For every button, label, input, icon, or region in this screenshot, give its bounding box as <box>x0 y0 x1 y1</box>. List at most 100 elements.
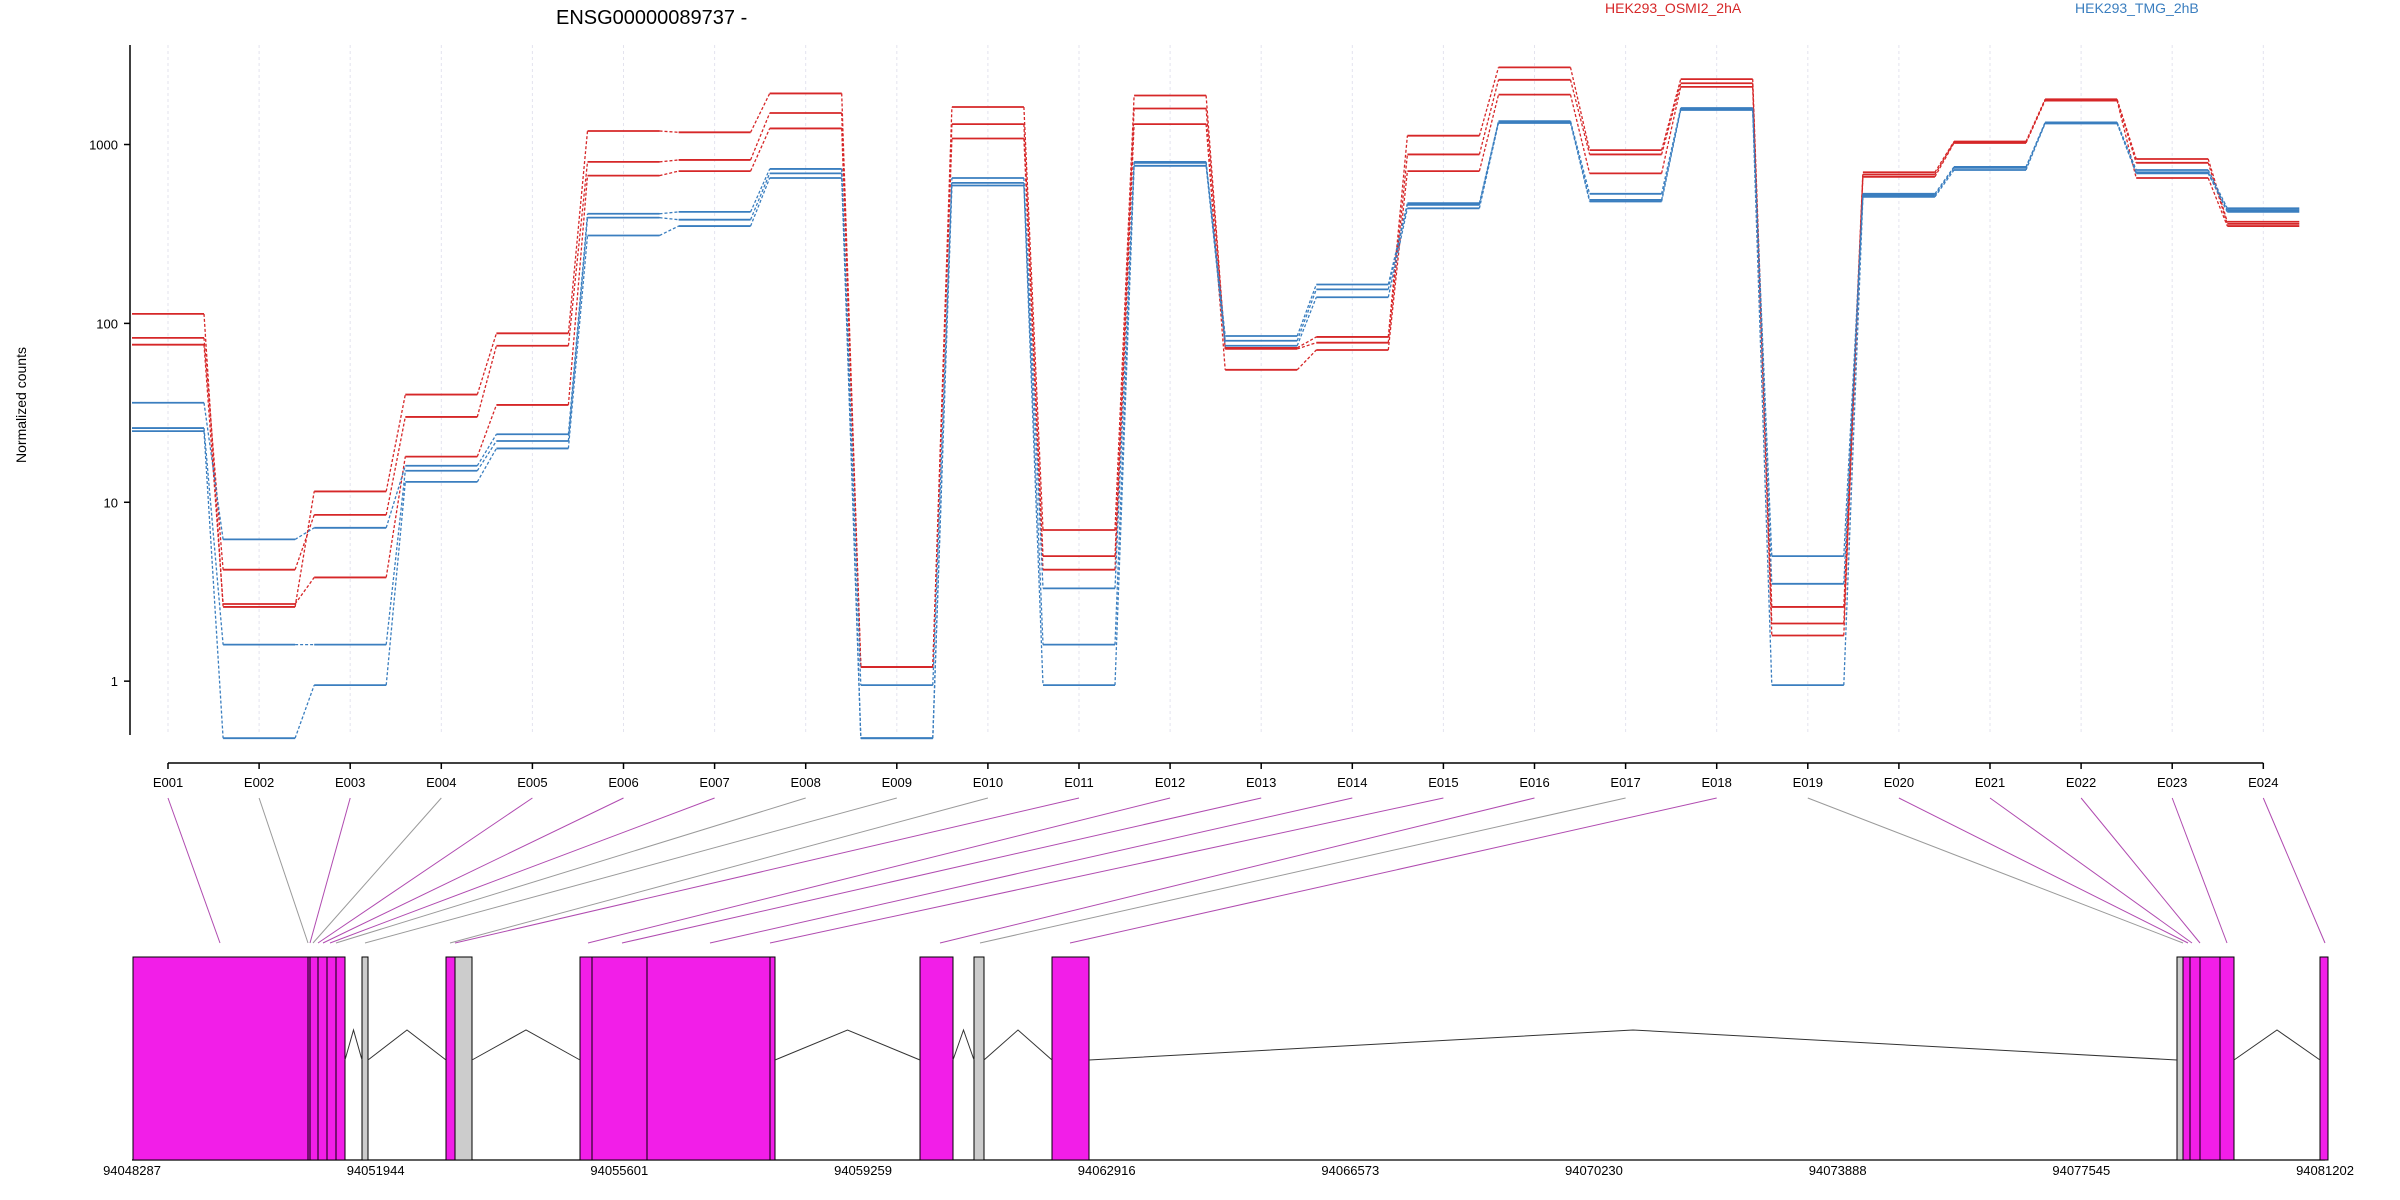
series-connector <box>567 161 589 346</box>
series-connector <box>750 93 771 133</box>
coordinate-label-9: 94077545 <box>2052 1163 2110 1178</box>
exon-link-e016 <box>939 797 1535 944</box>
y-tick-label-10: 10 <box>104 495 118 510</box>
series-connector <box>385 416 406 516</box>
x-tick-label-e020: E020 <box>1884 775 1914 790</box>
coordinate-label-7: 94070230 <box>1565 1163 1623 1178</box>
series-connector <box>1660 109 1682 202</box>
series-connector <box>2207 177 2228 227</box>
series-connector <box>476 448 497 483</box>
series-connector <box>1114 165 1135 686</box>
series-connector <box>294 514 315 570</box>
series-connector <box>1023 138 1044 570</box>
series-connector <box>2025 123 2046 171</box>
exon-link-e009 <box>364 797 897 944</box>
series-connector <box>476 345 498 418</box>
y-tick-label-100: 100 <box>96 316 118 331</box>
series-connector <box>1114 124 1135 570</box>
series-connector <box>2116 99 2137 164</box>
exon-link-e018 <box>1069 797 1717 944</box>
series-connector <box>841 177 862 739</box>
intron-line-7 <box>1088 1029 2178 1061</box>
exon-link-e004 <box>312 797 442 944</box>
series-connector <box>294 491 315 608</box>
x-tick-label-e003: E003 <box>335 775 365 790</box>
series-connector <box>1296 349 1317 371</box>
series-tmg-4 <box>132 107 2300 687</box>
series-connector <box>1569 67 1591 151</box>
exon-box-8 <box>973 956 985 1161</box>
series-connector <box>1569 94 1591 174</box>
exon-link-e008 <box>335 797 806 944</box>
exon-link-e002 <box>258 797 309 944</box>
x-tick-label-e008: E008 <box>791 775 821 790</box>
series-connector <box>2025 100 2046 144</box>
series-connector <box>1660 86 1682 174</box>
exon-link-e020 <box>1898 797 2189 944</box>
series-connector <box>1205 165 1226 346</box>
series-connector <box>1934 166 1955 195</box>
series-connector <box>2025 99 2046 142</box>
series-connector <box>203 402 224 540</box>
series-connector <box>385 456 406 578</box>
series-connector <box>1023 182 1044 645</box>
y-axis-label: Normalized counts <box>13 347 29 463</box>
series-tmg-5 <box>132 108 2300 740</box>
series-connector <box>659 217 679 221</box>
exon-box-6 <box>579 956 776 1161</box>
exon-link-e005 <box>317 797 533 944</box>
x-tick-label-e022: E022 <box>2066 775 2096 790</box>
gene-model: 94048287 94051944 94055601 94059259 94062916… <box>103 956 2354 1178</box>
y-tick-label-1000: 1000 <box>89 138 118 153</box>
series-osmi-3 <box>132 85 2300 668</box>
x-tick-label-e024: E024 <box>2248 775 2278 790</box>
series-connector <box>1934 141 1955 175</box>
exon-link-e006 <box>322 797 624 944</box>
series-connector <box>1752 108 1773 584</box>
series-connector <box>749 112 771 161</box>
series-connector <box>1023 185 1044 686</box>
coordinate-label-4: 94059259 <box>834 1163 892 1178</box>
series-connector <box>659 170 679 177</box>
series-connector <box>749 177 771 227</box>
intron-line-5 <box>952 1028 975 1061</box>
series-connector <box>1569 122 1591 202</box>
exon-box-11 <box>2182 956 2235 1161</box>
series-connector <box>932 138 953 668</box>
series-connector <box>1478 79 1500 155</box>
series-connector <box>1296 336 1317 349</box>
exon-box-9 <box>1051 956 1090 1161</box>
series-connector <box>1387 208 1409 298</box>
series-connector <box>1205 124 1226 370</box>
x-tick-label-e015: E015 <box>1428 775 1458 790</box>
x-tick-label-e007: E007 <box>699 775 729 790</box>
coordinate-label-10: 94081202 <box>2296 1163 2354 1178</box>
series-connector <box>567 130 589 334</box>
coordinate-label-3: 94055601 <box>590 1163 648 1178</box>
series-connector <box>203 427 224 645</box>
exon-link-e021 <box>1989 797 2193 944</box>
series-connector <box>1660 83 1682 155</box>
series-connector <box>385 470 406 645</box>
series-connector <box>1843 196 1864 686</box>
series-tmg-6 <box>132 109 2300 740</box>
intron-line-1 <box>344 1028 363 1061</box>
series-connector <box>841 168 862 686</box>
x-tick-label-e023: E023 <box>2157 775 2187 790</box>
series-connector <box>1934 167 1955 196</box>
series-connector <box>294 527 315 540</box>
exon-link-e017 <box>979 797 1626 944</box>
chart-title: ENSG00000089737 - <box>556 7 747 29</box>
series-connector <box>476 440 497 472</box>
exon-link-e012 <box>587 797 1171 944</box>
series-connector <box>203 337 224 570</box>
exon-box-12 <box>2319 956 2329 1161</box>
legend-entry-osmi: HEK293_OSMI2_2hA <box>1605 0 1742 16</box>
x-tick-label-e011: E011 <box>1064 775 1093 790</box>
exon-link-e024 <box>2262 797 2326 944</box>
coordinate-label-1: 94048287 <box>103 1163 161 1178</box>
series-connector <box>1569 79 1591 155</box>
exon-box-3 <box>361 956 369 1161</box>
series-connector <box>385 394 406 492</box>
